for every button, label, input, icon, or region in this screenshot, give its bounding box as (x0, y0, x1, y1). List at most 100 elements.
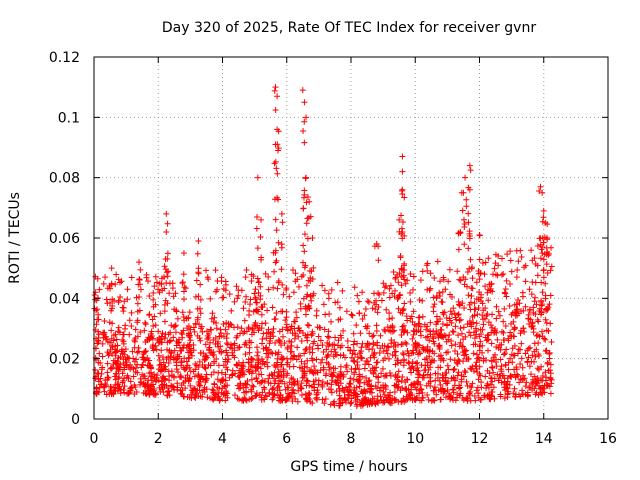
roti-point (364, 388, 371, 395)
roti-point (96, 286, 103, 293)
roti-spike-point (544, 236, 551, 243)
roti-point (346, 380, 353, 387)
roti-point (104, 349, 111, 356)
roti-spike-point (304, 215, 311, 222)
roti-point (288, 381, 295, 388)
roti-point (501, 305, 508, 312)
roti-point (508, 268, 515, 275)
roti-point (173, 366, 180, 373)
roti-point (283, 372, 290, 379)
roti-point (325, 295, 332, 302)
roti-point (119, 370, 126, 377)
roti-point (191, 373, 198, 380)
roti-point (128, 323, 135, 330)
roti-point (204, 335, 211, 342)
roti-point (272, 339, 279, 346)
roti-point (120, 308, 127, 315)
roti-point (546, 301, 553, 308)
roti-spike-point (180, 288, 187, 295)
roti-spike-point (257, 296, 264, 303)
roti-point (174, 386, 181, 393)
roti-point (213, 319, 220, 326)
roti-point (470, 341, 477, 348)
roti-point (500, 351, 507, 358)
roti-spike-point (194, 250, 201, 257)
roti-point (247, 296, 254, 303)
roti-spike-point (301, 231, 308, 238)
roti-point (484, 336, 491, 343)
roti-spike-point (275, 239, 282, 246)
roti-point (262, 320, 269, 327)
roti-spike-point (537, 255, 544, 262)
roti-point (493, 363, 500, 370)
roti-point (525, 345, 532, 352)
roti-point (370, 369, 377, 376)
roti-point (99, 340, 106, 347)
roti-point (479, 312, 486, 319)
roti-point (416, 348, 423, 355)
roti-point (264, 307, 271, 314)
x-tick-label: 12 (471, 431, 489, 447)
roti-point (149, 316, 156, 323)
roti-point (369, 333, 376, 340)
roti-point (328, 373, 335, 380)
roti-point (374, 385, 381, 392)
roti-point (308, 297, 315, 304)
roti-spike-point (253, 307, 259, 314)
roti-point (99, 353, 106, 360)
roti-point (519, 289, 526, 296)
roti-point (253, 375, 260, 382)
roti-point (381, 373, 388, 380)
roti-point (156, 280, 163, 287)
roti-point (180, 327, 187, 334)
roti-spike-point (272, 158, 279, 165)
roti-point (546, 355, 553, 362)
roti-point (274, 392, 281, 399)
roti-point (161, 334, 168, 341)
roti-point (336, 304, 343, 311)
roti-spike-point (109, 296, 116, 303)
roti-point (130, 373, 137, 380)
roti-point (126, 317, 133, 324)
roti-point (102, 380, 109, 387)
roti-point (448, 342, 455, 349)
roti-spike-point (254, 245, 261, 252)
roti-point (469, 275, 476, 282)
roti-point (169, 383, 176, 390)
roti-point (407, 289, 414, 296)
roti-spike-point (273, 165, 280, 172)
roti-point (377, 332, 384, 339)
roti-point (479, 260, 486, 267)
roti-point (424, 260, 431, 267)
roti-point (367, 354, 374, 361)
roti-point (419, 313, 426, 320)
roti-point (492, 271, 499, 278)
roti-point (277, 377, 284, 384)
roti-point (263, 350, 270, 357)
roti-spike-point (458, 189, 465, 196)
roti-point (146, 391, 153, 398)
roti-point (156, 289, 163, 296)
roti-point (103, 391, 110, 398)
roti-point (274, 359, 281, 366)
roti-point (332, 349, 339, 356)
roti-point (482, 315, 489, 322)
roti-point (424, 346, 431, 353)
roti-point (240, 367, 247, 374)
roti-point (547, 390, 554, 397)
roti-point (162, 363, 169, 370)
roti-spike-point (398, 212, 405, 219)
roti-point (171, 347, 178, 354)
roti-point (365, 378, 372, 385)
roti-point (433, 294, 440, 301)
roti-point (319, 356, 326, 363)
roti-point (536, 382, 543, 389)
roti-point (226, 291, 233, 298)
roti-point (466, 329, 473, 336)
roti-point (255, 279, 262, 286)
roti-point (359, 315, 366, 322)
roti-point (353, 403, 360, 410)
roti-point (143, 274, 150, 281)
roti-point (456, 317, 463, 324)
roti-point (440, 276, 447, 283)
